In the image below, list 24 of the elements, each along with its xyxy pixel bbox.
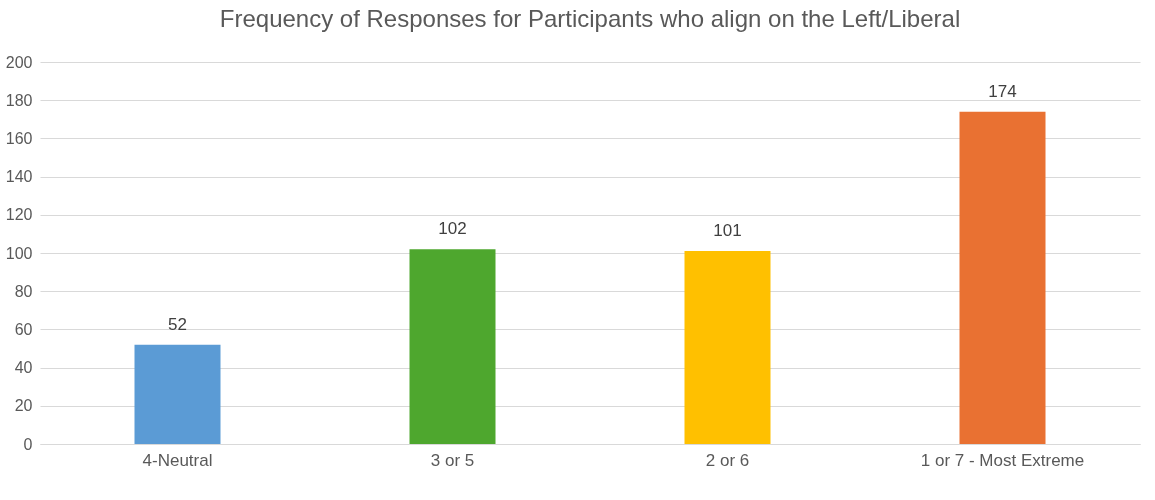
y-tick-label: 20 bbox=[14, 397, 33, 415]
y-tick-label: 80 bbox=[14, 282, 33, 300]
y-tick-label: 200 bbox=[5, 53, 33, 71]
bar bbox=[684, 251, 771, 444]
bar bbox=[409, 249, 496, 444]
bar bbox=[134, 344, 221, 444]
y-tick-label: 180 bbox=[5, 91, 33, 109]
y-tick-label: 140 bbox=[5, 168, 33, 186]
y-tick-label: 160 bbox=[5, 129, 33, 147]
data-label: 52 bbox=[168, 314, 187, 334]
y-tick-label: 100 bbox=[5, 244, 33, 262]
y-tick-label: 60 bbox=[14, 320, 33, 338]
data-label: 102 bbox=[438, 219, 467, 239]
y-tick-label: 40 bbox=[14, 359, 33, 377]
bar bbox=[959, 111, 1046, 444]
x-tick-label: 2 or 6 bbox=[705, 450, 750, 470]
x-tick-label: 1 or 7 - Most Extreme bbox=[920, 450, 1085, 470]
data-label: 174 bbox=[988, 81, 1017, 101]
chart-title: Frequency of Responses for Participants who align on the Left/Liberal bbox=[219, 5, 961, 32]
x-tick-label: 4-Neutral bbox=[142, 450, 213, 470]
x-tick-label: 3 or 5 bbox=[430, 450, 475, 470]
data-label: 101 bbox=[713, 221, 742, 241]
y-tick-label: 120 bbox=[5, 206, 33, 224]
y-tick-label: 0 bbox=[23, 435, 33, 453]
